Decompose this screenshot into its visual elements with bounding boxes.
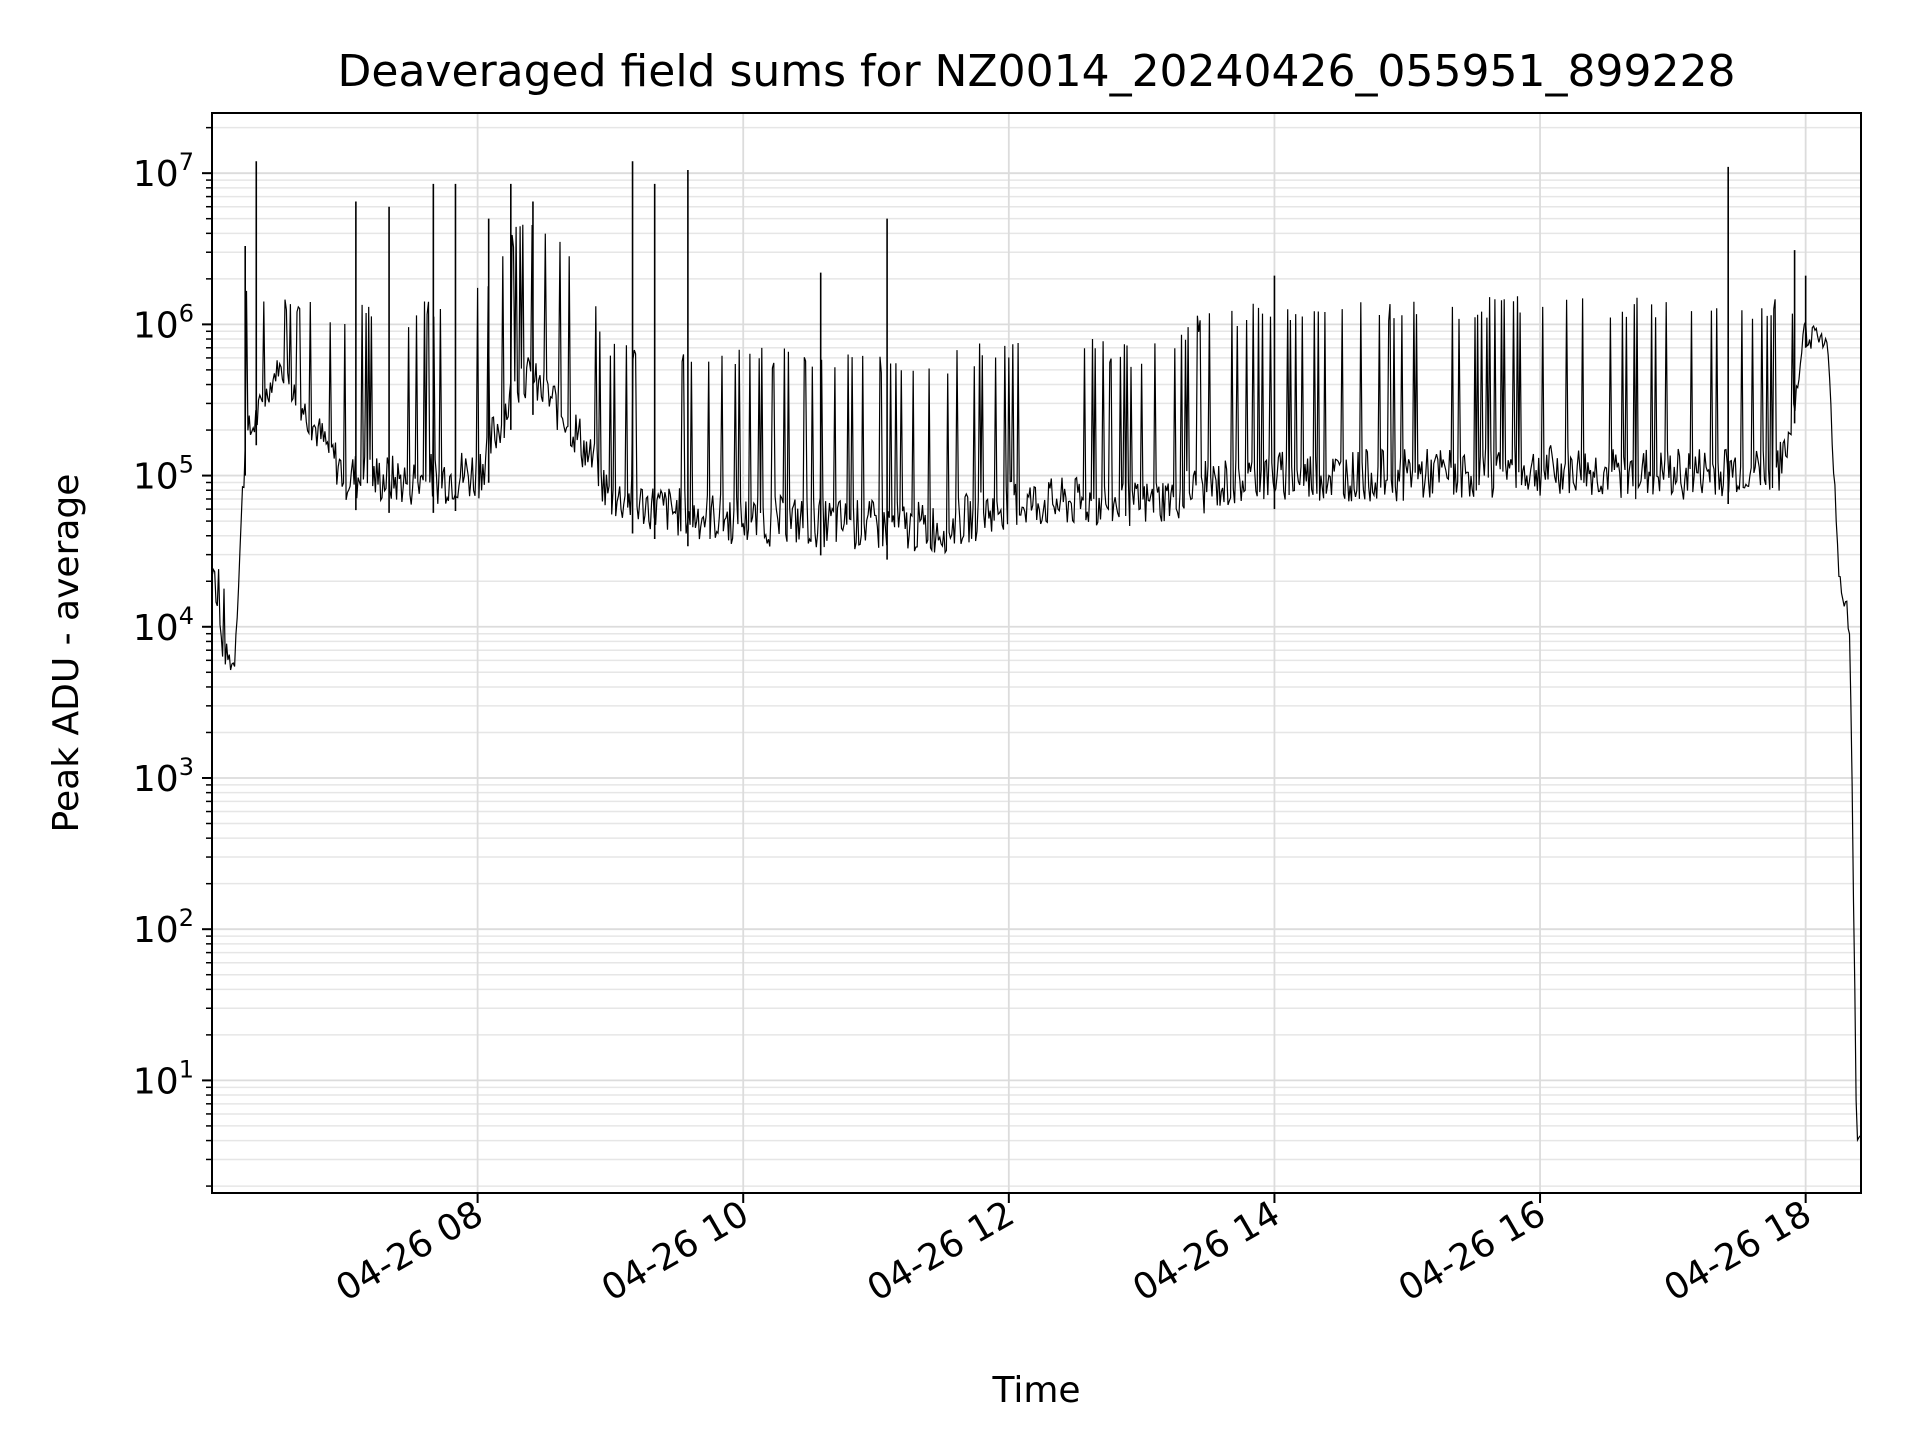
y-tick-label: 105 <box>133 451 194 498</box>
y-axis-label: Peak ADU - average <box>46 474 87 833</box>
x-axis-label: Time <box>991 1370 1080 1411</box>
y-tick-label: 104 <box>133 602 194 649</box>
y-tick-label: 106 <box>133 299 194 346</box>
y-tick-label: 103 <box>133 753 194 800</box>
plot-frame <box>211 112 1862 1194</box>
series-line <box>211 224 1861 1143</box>
y-tick-label: 107 <box>133 148 194 195</box>
grid-layer <box>212 113 1861 1193</box>
y-tick-label: 101 <box>133 1055 194 1102</box>
y-tick-label: 102 <box>133 904 194 951</box>
data-layer <box>211 161 1861 1143</box>
chart-title: Deaveraged field sums for NZ0014_2024042… <box>338 46 1736 97</box>
